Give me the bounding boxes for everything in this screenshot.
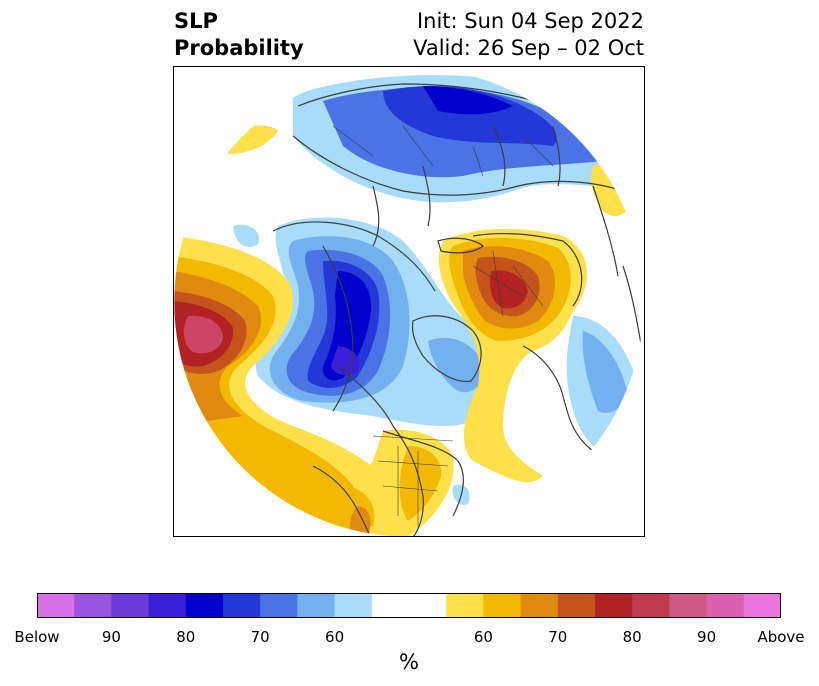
colorbar-segment [557, 593, 596, 618]
colorbar-segment [260, 593, 298, 618]
colorbar-tick-label: 80 [622, 628, 642, 646]
map-panel [173, 66, 645, 537]
colorbar [37, 593, 782, 618]
colorbar-segment [446, 593, 484, 618]
colorbar-outline [37, 593, 781, 618]
colorbar-segment [669, 593, 708, 618]
colorbar-segment [743, 593, 782, 618]
colorbar-tick-label: Above [757, 628, 805, 646]
polar-map [173, 66, 645, 537]
colorbar-tick-label: 70 [548, 628, 568, 646]
title-variable: SLP [174, 9, 218, 33]
colorbar-tick-label: 90 [101, 628, 121, 646]
colorbar-segment [223, 593, 261, 618]
colorbar-segment [595, 593, 633, 618]
colorbar-tick-label: 90 [697, 628, 717, 646]
colorbar-segment [632, 593, 670, 618]
colorbar-segment [409, 593, 447, 618]
colorbar-unit: % [399, 650, 419, 674]
title-left: SLP Probability [174, 8, 304, 62]
valid-range: Valid: 26 Sep – 02 Oct [413, 36, 644, 60]
init-date: Init: Sun 04 Sep 2022 [416, 9, 644, 33]
colorbar-segment [706, 593, 745, 618]
colorbar-tick-label: 80 [176, 628, 196, 646]
colorbar-svg [37, 593, 782, 618]
colorbar-segment [334, 593, 373, 618]
title-right: Init: Sun 04 Sep 2022 Valid: 26 Sep – 02… [413, 8, 644, 62]
colorbar-segment [185, 593, 224, 618]
colorbar-segment [483, 593, 522, 618]
colorbar-segment [148, 593, 187, 618]
borders [332, 125, 554, 526]
colorbar-segment [111, 593, 150, 618]
map-border [173, 66, 645, 537]
colorbar-segment [74, 593, 112, 618]
colorbar-segment [520, 593, 559, 618]
colorbar-tick-label: Below [14, 628, 60, 646]
colorbar-segment [37, 593, 75, 618]
colorbar-tick-label: 60 [325, 628, 345, 646]
colorbar-tick-label: 60 [473, 628, 493, 646]
colorbar-segment [297, 593, 336, 618]
colorbar-segment [371, 593, 410, 618]
colorbar-tick-label: 70 [250, 628, 270, 646]
title-probability: Probability [174, 36, 304, 60]
